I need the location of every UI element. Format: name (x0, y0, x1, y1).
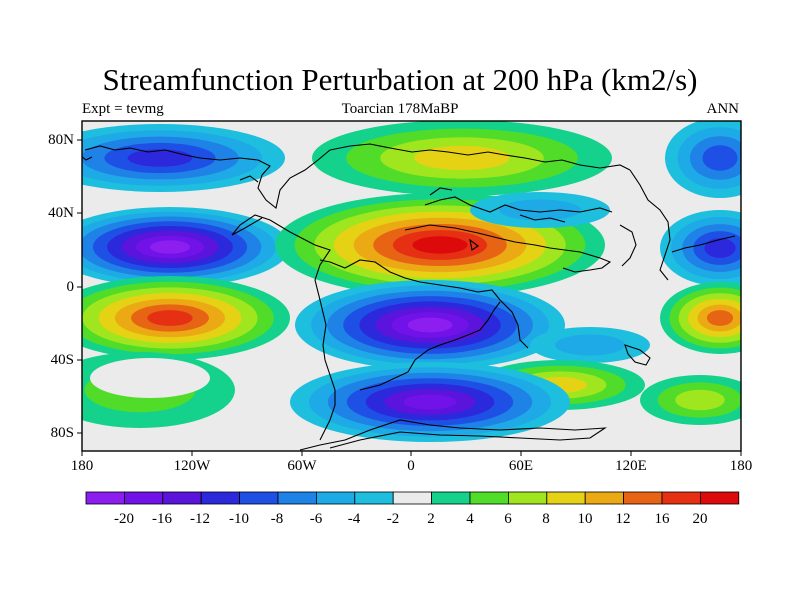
x-tick-label-60w: 60W (287, 458, 317, 474)
contour-band (414, 145, 510, 171)
experiment-label: Expt = tevmg (82, 101, 164, 117)
colorbar-swatch (315, 491, 356, 505)
colorbar-swatch (239, 491, 279, 505)
y-tick-label-40n: 40N (48, 205, 74, 221)
colorbar-swatch (392, 491, 433, 505)
colorbar-label: 16 (655, 511, 671, 527)
contour-band (412, 236, 468, 254)
colorbar-label: -2 (387, 511, 400, 527)
x-tick-label-60e: 60E (509, 458, 533, 474)
contour-band (499, 199, 581, 221)
colorbar-label: -10 (229, 511, 249, 527)
colorbar-swatch (162, 491, 202, 505)
contour-band (704, 238, 736, 258)
contour-fills (82, 121, 741, 442)
colorbar-swatch (507, 491, 548, 505)
y-tick-label-80n: 80N (48, 132, 74, 148)
colorbar-label: 12 (616, 511, 631, 527)
colorbar-swatch (277, 491, 317, 505)
x-axis-labels: 180 120W 60W 0 60E 120E 180 (71, 458, 753, 474)
contour-band (706, 310, 734, 326)
map-plot-area (77, 120, 742, 456)
colorbar-label: -4 (348, 511, 361, 527)
colorbar-swatch (200, 491, 240, 505)
colorbar-label: 6 (504, 511, 512, 527)
colorbar-label: -6 (310, 511, 323, 527)
colorbar-swatch (431, 491, 471, 505)
coastlines (82, 143, 736, 451)
colorbar-swatch (354, 491, 394, 505)
colorbar-swatch (469, 491, 509, 505)
colorbar-swatch (700, 491, 740, 505)
colorbar-label: -20 (114, 511, 134, 527)
x-tick-label-180w: 180 (71, 458, 94, 474)
contour-band (675, 389, 725, 411)
contour-band (127, 149, 193, 167)
contour-band (147, 310, 193, 326)
colorbar-label: -12 (190, 511, 210, 527)
season-label: ANN (706, 101, 740, 117)
x-tick-label-120w: 120W (174, 458, 212, 474)
colorbar-label: 8 (542, 511, 550, 527)
contour-band (150, 240, 190, 254)
colorbar-labels: -20 -16 -12 -10 -8 -6 -4 -2 2 4 6 8 10 1… (114, 511, 708, 527)
colorbar (85, 491, 740, 505)
colorbar-swatch (124, 491, 164, 505)
x-tick-label-0: 0 (407, 458, 415, 474)
y-tick-label-40s: 40S (51, 352, 74, 368)
colorbar-label: -8 (271, 511, 284, 527)
contour-band (702, 145, 738, 171)
colorbar-label: 20 (693, 511, 708, 527)
colorbar-swatch (85, 491, 125, 505)
colorbar-label: 4 (466, 511, 474, 527)
colorbar-label: 2 (427, 511, 435, 527)
colorbar-swatch (623, 491, 663, 505)
colorbar-label: -16 (152, 511, 172, 527)
colorbar-swatch (661, 491, 701, 505)
y-tick-label-0: 0 (67, 279, 75, 295)
contour-band (407, 317, 453, 333)
chart-title: Streamfunction Perturbation at 200 hPa (… (102, 62, 698, 97)
contour-band (555, 334, 625, 356)
colorbar-label: 10 (578, 511, 593, 527)
x-tick-label-180e: 180 (730, 458, 753, 474)
axis-ticks (77, 139, 742, 456)
y-axis-labels: 80N 40N 0 40S 80S (48, 132, 74, 441)
x-tick-label-120e: 120E (615, 458, 647, 474)
period-label: Toarcian 178MaBP (341, 101, 459, 117)
contour-band (403, 394, 457, 410)
y-tick-label-80s: 80S (51, 425, 74, 441)
colorbar-swatch (584, 491, 625, 505)
colorbar-swatch (546, 491, 586, 505)
contour-band (90, 358, 210, 398)
